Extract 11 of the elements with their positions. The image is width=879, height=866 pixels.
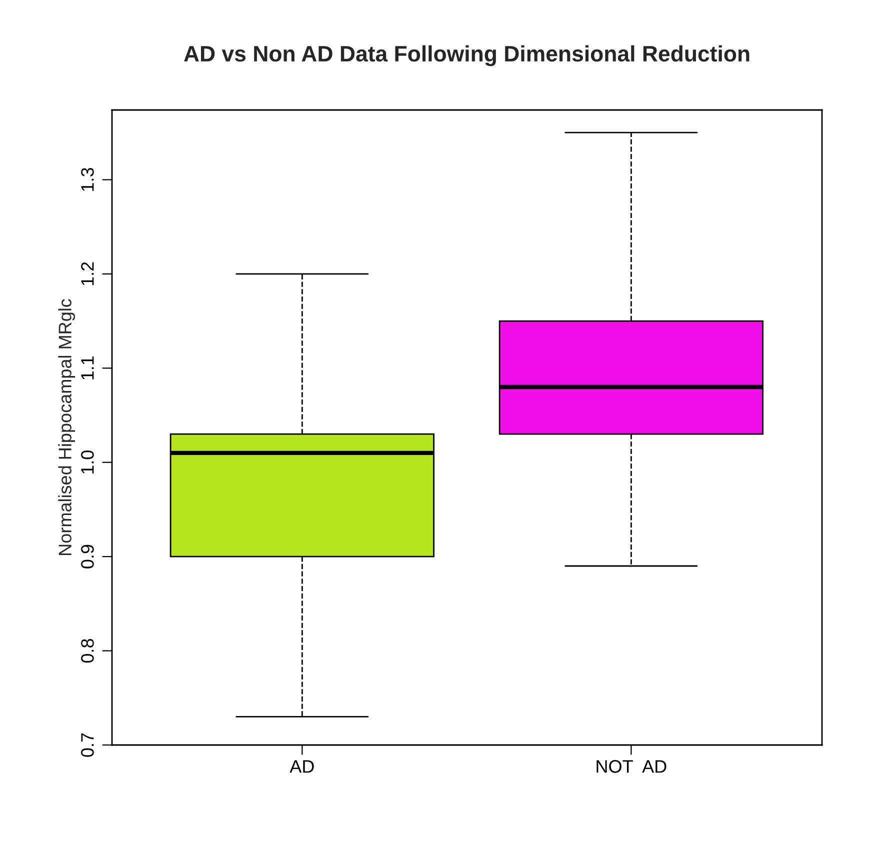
y-tick-label: 1.1 <box>81 356 94 380</box>
y-tick-label: 0.8 <box>81 639 94 663</box>
y-tick-label: 0.7 <box>81 733 94 757</box>
y-tick-label: 1.3 <box>81 168 94 191</box>
x-tick-label: AD <box>290 760 314 773</box>
x-tick-label: NOT AD <box>596 760 666 773</box>
y-tick-label: 1.0 <box>81 450 94 474</box>
y-tick-label: 0.9 <box>81 544 94 568</box>
y-axis-title: Normalised Hippocampal MRglc <box>58 299 76 555</box>
y-tick-label: 1.2 <box>81 262 94 286</box>
chart-title: AD vs Non AD Data Following Dimensional Reduction <box>184 45 750 66</box>
